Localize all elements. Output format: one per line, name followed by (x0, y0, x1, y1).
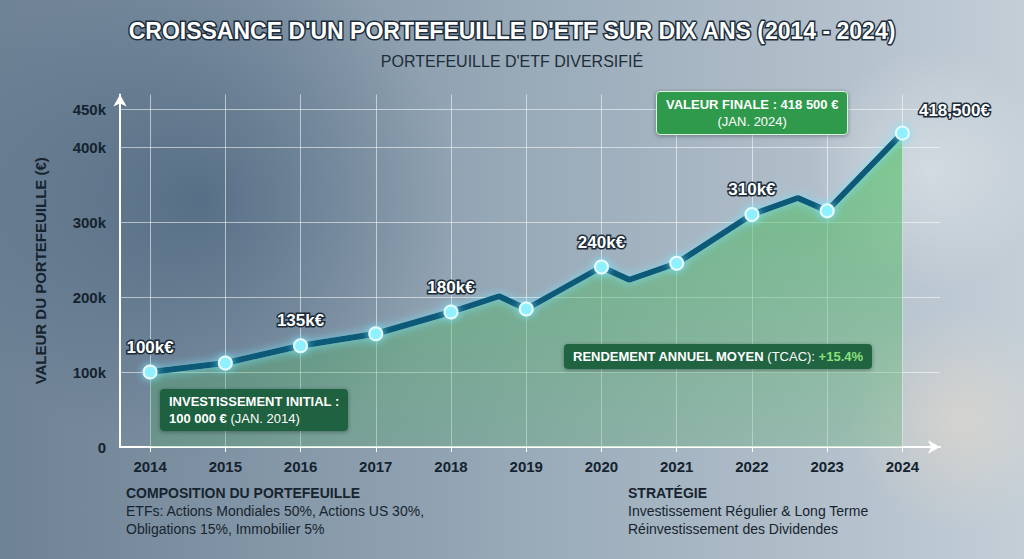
svg-text:2021: 2021 (660, 458, 693, 475)
html-text:Réinvestissement des Dividende: Réinvestissement des Dividendes (628, 521, 839, 537)
html-text:RENDEMENT ANNUEL MOYEN (TCAC):: RENDEMENT ANNUEL MOYEN (TCAC): +15.4% (573, 349, 864, 364)
svg-text:2016: 2016 (284, 458, 317, 475)
svg-text:0: 0 (98, 439, 106, 456)
svg-text:CROISSANCE D'UN PORTEFEUILLE D: CROISSANCE D'UN PORTEFEUILLE D'ETF SUR D… (129, 18, 896, 44)
svg-text:VALEUR DU PORTEFEUILLE (€): VALEUR DU PORTEFEUILLE (€) (32, 157, 49, 384)
html-text:100 000 € (JAN. 2014): 100 000 € (JAN. 2014) (169, 411, 300, 426)
svg-text:180k€: 180k€ (427, 278, 475, 297)
svg-text:135k€: 135k€ (277, 311, 325, 330)
svg-text:2024: 2024 (886, 458, 920, 475)
svg-text:400k: 400k (73, 139, 107, 156)
svg-text:100k€: 100k€ (126, 338, 174, 357)
svg-text:418,500€: 418,500€ (919, 101, 990, 120)
html-text:INVESTISSEMENT INITIAL :: INVESTISSEMENT INITIAL : (169, 394, 340, 409)
svg-text:2015: 2015 (209, 458, 242, 475)
svg-text:300k: 300k (73, 214, 107, 231)
svg-text:240k€: 240k€ (578, 233, 626, 252)
svg-text:100k: 100k (73, 364, 107, 381)
html-text:Obligations 15%, Immobilier 5%: Obligations 15%, Immobilier 5% (126, 521, 325, 537)
svg-text:2023: 2023 (810, 458, 843, 475)
html-text:ETFs: Actions Mondiales 50%, A: ETFs: Actions Mondiales 50%, Actions US … (126, 503, 424, 519)
html-text:VALEUR FINALE : 418 500 €: VALEUR FINALE : 418 500 € (666, 97, 839, 112)
html-text:STRATÉGIE: STRATÉGIE (628, 485, 708, 501)
svg-text:200k: 200k (73, 289, 107, 306)
svg-text:450k: 450k (73, 101, 107, 118)
html-text:Investissement Régulier & Long: Investissement Régulier & Long Terme (628, 503, 869, 519)
svg-text:PORTEFEUILLE D'ETF DIVERSIFIÉ: PORTEFEUILLE D'ETF DIVERSIFIÉ (381, 52, 643, 70)
svg-text:2018: 2018 (434, 458, 467, 475)
svg-text:2019: 2019 (510, 458, 543, 475)
svg-text:2014: 2014 (133, 458, 167, 475)
svg-text:2017: 2017 (359, 458, 392, 475)
html-text:(JAN. 2024): (JAN. 2024) (717, 114, 787, 129)
svg-text:310k€: 310k€ (728, 180, 776, 199)
svg-text:2020: 2020 (585, 458, 618, 475)
html-text:COMPOSITION DU PORTEFEUILLE: COMPOSITION DU PORTEFEUILLE (126, 485, 361, 501)
svg-text:2022: 2022 (735, 458, 768, 475)
